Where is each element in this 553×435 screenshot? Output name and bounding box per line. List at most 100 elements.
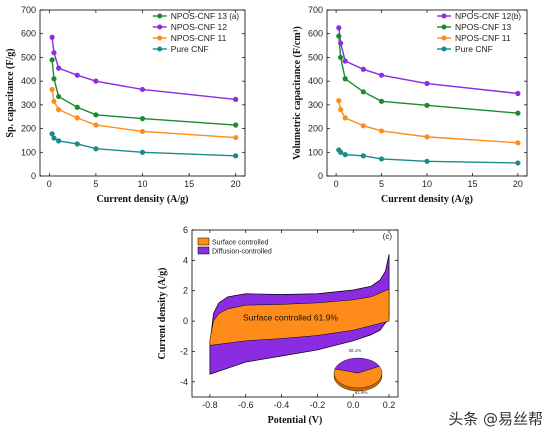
legend-marker [441,35,447,41]
x-tick-label: 0 [334,179,339,189]
x-tick-label: -0.4 [274,400,290,410]
data-point [378,98,385,104]
x-tick-label: 5 [379,179,384,189]
x-tick-label: 10 [137,179,147,189]
data-point [515,140,521,146]
legend-marker [157,35,163,41]
y-tick-label: 700 [308,5,323,15]
data-point [74,141,80,147]
data-point [342,115,348,121]
x-tick-label: 10 [422,179,432,189]
legend-label: NPOS-CNF 11 [455,33,511,43]
data-point [515,110,521,116]
x-axis-label: Current density (A/g) [381,194,473,205]
surface-controlled-area [209,288,390,346]
pie-slice-label: 61.9% [355,390,368,395]
x-tick-label: -0.6 [238,400,254,410]
y-tick-label: 6 [183,225,188,235]
legend-swatch [197,237,210,246]
data-point [424,102,430,108]
x-tick-label: 0.0 [347,400,360,410]
data-point [338,54,344,61]
surface-controlled-annotation: Surface controlled 61.9% [243,312,338,322]
data-point [360,89,366,95]
x-axis-label: Potential (V) [268,415,323,426]
legend-label: NPOS-CNF 11 [171,33,227,43]
data-point [56,138,62,144]
series-npos-cnf-13: NPOS-CNF 13 [49,11,239,128]
y-tick-label: -2 [180,346,188,356]
data-point [74,72,80,78]
data-point [139,116,146,122]
data-point [49,131,55,137]
data-point [233,153,239,159]
y-tick-label: 200 [308,124,323,134]
legend-label: NPOS-CNF 13 [171,11,227,21]
y-tick-label: 2 [183,286,188,296]
data-point [93,146,99,152]
x-tick-label: 5 [93,179,98,189]
legend-marker [441,46,447,52]
y-tick-label: 0 [318,171,323,181]
data-point [336,97,342,104]
y-tick-label: 400 [21,76,36,86]
legend-swatch [197,246,210,255]
series-npos-cnf-13: NPOS-CNF 13 [336,22,521,116]
data-point [139,128,146,135]
x-tick-label: -0.2 [310,400,326,410]
y-tick-label: 0 [183,316,188,326]
pie-slice [334,357,380,374]
y-tick-label: 300 [308,100,323,110]
data-point [336,25,342,31]
chart-2-axes: -0.8 -0.6 -0.4 -0.2 0.0 0.2 -4 -2 0 2 4 6 Potential … [157,225,399,426]
data-point [51,50,57,56]
data-point [51,135,57,141]
pie-slice [333,365,383,389]
y-axis-label: Current density (A/g) [157,267,168,359]
series-npos-cnf-11: NPOS-CNF 11 [49,33,239,141]
data-point [56,93,62,100]
data-point [49,57,55,63]
x-tick-label: 15 [467,179,477,189]
legend-label: Diffusion-controlled [212,249,272,256]
y-tick-label: 500 [308,52,323,62]
data-point [51,98,57,104]
series-pure-cnf: Pure CNF [336,44,521,166]
y-tick-label: 600 [308,29,323,39]
data-point [56,107,62,113]
x-tick-label: 0 [47,179,52,189]
data-point [338,149,344,155]
legend-marker [441,24,447,30]
panel-tag: (a) [229,12,239,21]
data-point [424,158,430,164]
y-tick-label: 700 [21,5,36,15]
data-point [93,78,99,84]
data-point [515,160,521,166]
data-point [360,66,366,72]
legend-label: NPOS-CNF 12 [455,11,511,21]
y-axis-label: Sp. capacitance (F/g) [5,48,16,137]
pie-inset: 61.9% 38.1% [333,348,383,395]
series-npos-cnf-11: NPOS-CNF 11 [336,33,521,146]
data-point [342,58,348,64]
watermark: 头条 @易丝帮 [448,410,543,428]
series-npos-cnf-12: NPOS-CNF 12 [49,22,239,103]
data-point [139,149,146,155]
legend-marker [157,13,163,19]
data-point [93,112,99,118]
legend-label: Surface controlled [212,240,269,247]
data-point [338,107,344,113]
data-point [336,33,342,39]
panel-tag: (c) [383,232,393,241]
data-point [360,123,366,129]
y-tick-label: 500 [21,52,36,62]
data-point [139,86,146,93]
data-point [49,34,55,40]
data-point [360,153,366,159]
data-point [233,122,239,128]
data-point [424,134,430,140]
y-tick-label: 100 [308,147,323,157]
data-point [378,156,385,162]
y-tick-label: 300 [21,100,36,110]
